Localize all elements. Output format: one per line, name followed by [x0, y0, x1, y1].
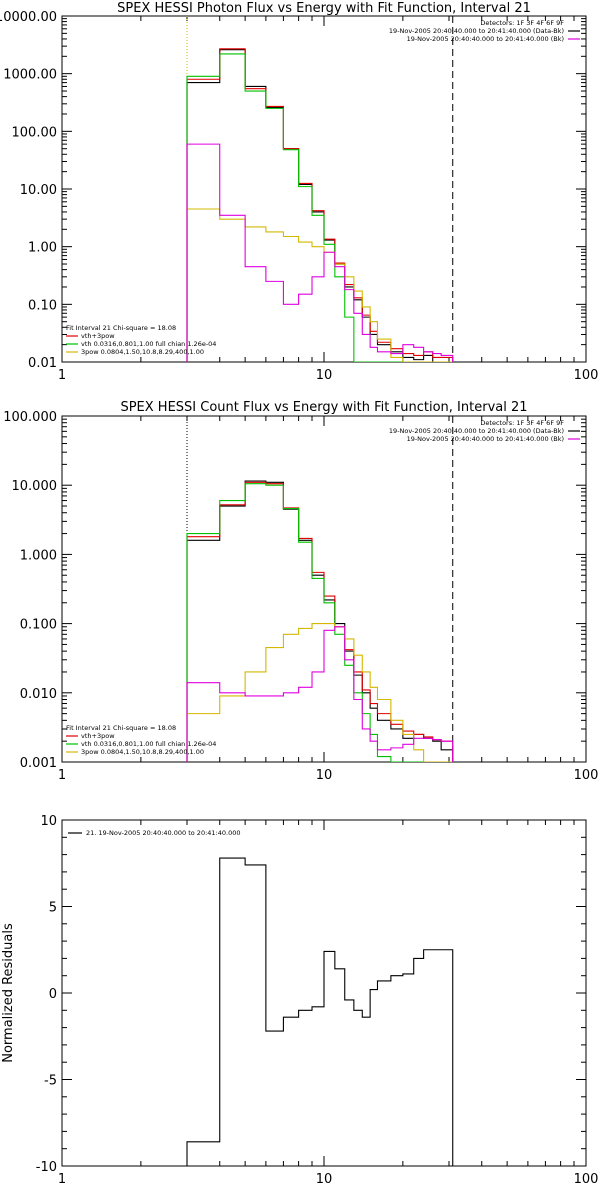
series-line-1 — [186, 49, 453, 362]
y-tick-label: 1.000 — [20, 548, 57, 563]
y-tick-label: 10000.00 — [0, 10, 57, 25]
series-group — [186, 480, 454, 762]
y-tick-label: 0 — [49, 987, 57, 1002]
chart-title: SPEX HESSI Photon Flux vs Energy with Fi… — [117, 1, 531, 16]
x-tick-label: 1 — [58, 768, 66, 783]
y-tick-label: 0.10 — [28, 298, 57, 313]
x-tick-label: 100 — [574, 368, 599, 383]
legend-bottom-left-line: vth+3pow — [81, 732, 115, 740]
series-group — [186, 48, 454, 362]
legend-top-left-line: 21. 19-Nov-2005 20:40:40.000 to 20:41:40… — [86, 829, 240, 837]
x-tick-label: 10 — [316, 768, 333, 783]
y-axis-label: Normalized Residuals — [1, 923, 16, 1063]
series-line-2 — [186, 481, 454, 762]
series-line-5 — [186, 626, 454, 762]
series-line-3 — [186, 53, 454, 362]
legend-top-right-line: Detectors: 1F 3F 4F 6F 9F — [480, 19, 564, 27]
y-tick-label: 0.01 — [28, 356, 57, 371]
legend-bottom-left-line: vth 0.0316,0.801,1.00 full chian 1.26e-0… — [81, 340, 216, 348]
series-line-5 — [186, 143, 454, 362]
plot-frame — [61, 15, 587, 363]
legend-top-right-line: 19-Nov-2005 20:40:40.000 to 20:41:40.000… — [407, 35, 564, 43]
y-tick-label: 100.00 — [12, 125, 58, 140]
y-tick-label: 10.000 — [12, 479, 58, 494]
legend-bottom-left-line: Fit Interval 21 Chi-square = 18.08 — [66, 724, 176, 732]
series-line-2 — [186, 48, 454, 362]
x-tick-label: 10 — [316, 1172, 333, 1187]
x-tick-label: 100 — [574, 768, 599, 783]
y-tick-label: 100.000 — [3, 410, 57, 425]
legend-top-right-line: 19-Nov-2005 20:40:40.000 to 20:41:40.000… — [389, 27, 564, 35]
chart-title: SPEX HESSI Count Flux vs Energy with Fit… — [120, 400, 527, 415]
legend-bottom-left-line: 3pow 0.0804,1.50,10.8,8.29,400,1.00 — [81, 748, 204, 756]
legend-bottom-left-line: vth+3pow — [81, 332, 115, 340]
legend-top-right-line: 19-Nov-2005 20:40:40.000 to 20:41:40.000… — [389, 427, 564, 435]
y-tick-label: 10.00 — [20, 183, 57, 198]
legend-bottom-left-line: 3pow 0.0804,1.50,10.8,8.29,400,1.00 — [81, 348, 204, 356]
series-group — [186, 857, 454, 1166]
y-tick-label: 0.001 — [20, 756, 57, 771]
legend-top-right-line: Detectors: 1F 3F 4F 6F 9F — [480, 419, 564, 427]
series-line-3 — [186, 483, 454, 762]
y-tick-label: -5 — [44, 1074, 57, 1089]
y-tick-label: 0.010 — [20, 687, 57, 702]
x-tick-label: 100 — [574, 1172, 599, 1187]
y-tick-label: 0.100 — [20, 618, 57, 633]
chart-panel-2: SPEX HESSI Count Flux vs Energy with Fit… — [3, 400, 598, 783]
y-tick-label: 5 — [49, 901, 57, 916]
x-tick-label: 10 — [316, 368, 333, 383]
series-line-1 — [186, 480, 454, 762]
legend-bottom-left-line: vth 0.0316,0.801,1.00 full chian 1.26e-0… — [81, 740, 216, 748]
series-line-4 — [186, 208, 454, 362]
chart-panel-1: SPEX HESSI Photon Flux vs Energy with Fi… — [0, 1, 598, 383]
legend-top-right-line: 19-Nov-2005 20:40:40.000 to 20:41:40.000… — [407, 435, 564, 443]
y-tick-label: -10 — [36, 1160, 57, 1175]
chart-panel-3: 1 10 100 -10 -5 0 5 10 Normalized Residuals 21. 1… — [1, 814, 598, 1187]
x-tick-label: 1 — [58, 1172, 66, 1187]
y-tick-label: 10 — [40, 814, 57, 829]
y-tick-label: 1000.00 — [3, 68, 57, 83]
legend-bottom-left-line: Fit Interval 21 Chi-square = 18.08 — [66, 324, 176, 332]
series-line-1 — [186, 857, 454, 1166]
x-tick-label: 1 — [58, 368, 66, 383]
y-tick-label: 1.00 — [28, 241, 57, 256]
